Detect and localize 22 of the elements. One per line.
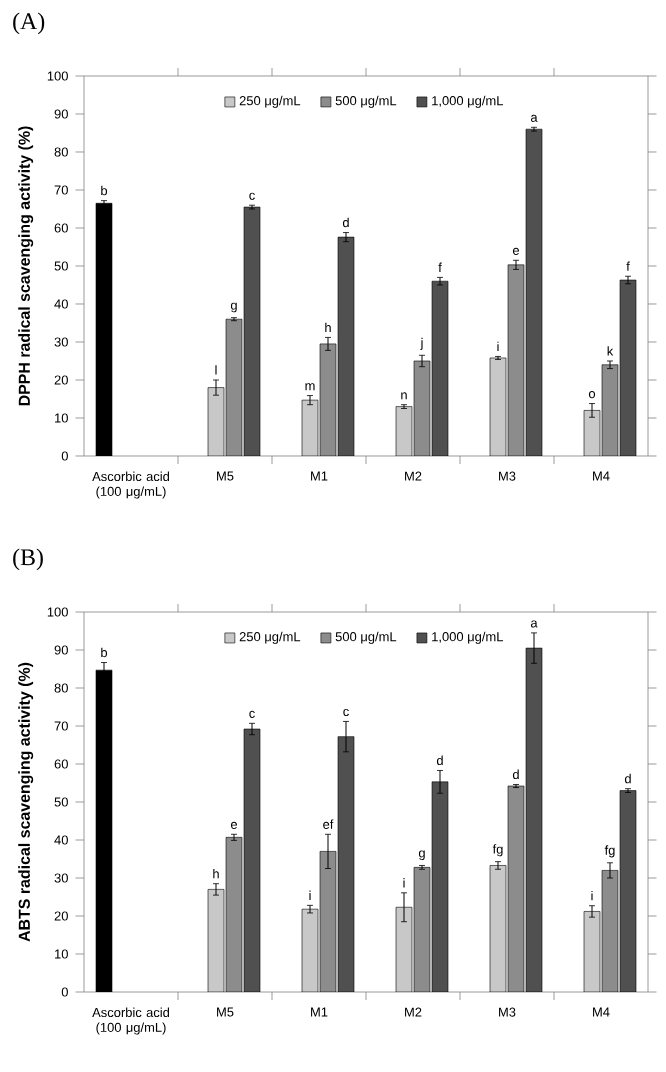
bar — [489, 865, 507, 992]
chart-title: (B) — [13, 548, 43, 571]
bar — [489, 357, 507, 456]
bar — [207, 387, 225, 456]
bar — [619, 279, 637, 456]
bar — [301, 908, 319, 992]
bar — [301, 399, 319, 456]
bar — [395, 406, 413, 456]
bar — [583, 410, 601, 456]
bar — [619, 790, 637, 992]
bar — [207, 889, 225, 992]
chart-title: (A) — [13, 12, 45, 35]
bar — [431, 781, 449, 992]
bar — [337, 736, 355, 992]
bar — [243, 728, 261, 992]
bar — [431, 280, 449, 456]
bar — [243, 206, 261, 456]
bar — [337, 236, 355, 456]
bar — [525, 647, 543, 992]
bar — [583, 911, 601, 992]
bar — [525, 128, 543, 456]
bar — [395, 906, 413, 992]
